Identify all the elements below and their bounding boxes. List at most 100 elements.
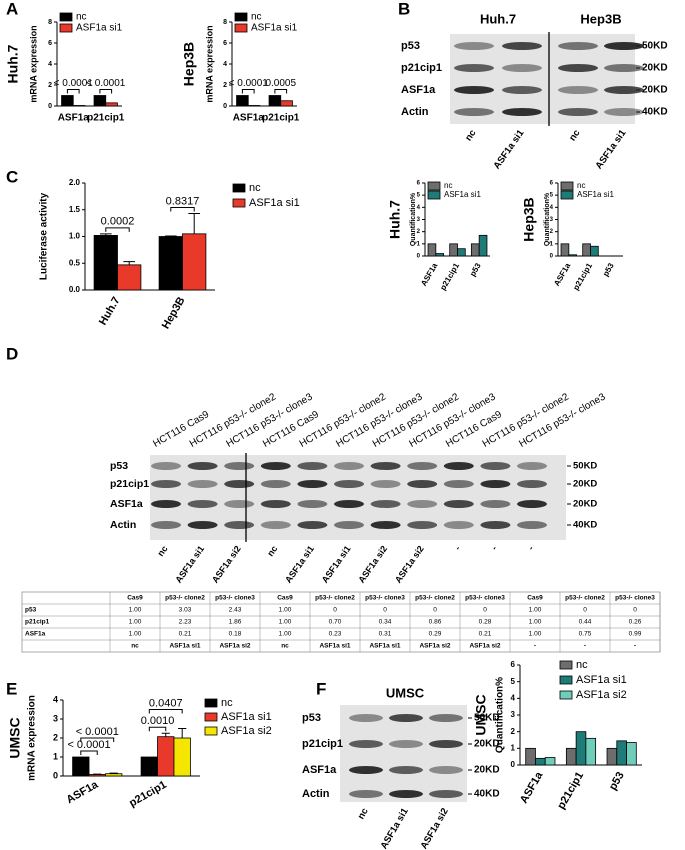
size-marker: 20KD	[642, 85, 668, 96]
table-cell: 0.23	[329, 631, 342, 638]
error-bar	[161, 732, 170, 737]
protein-band	[443, 500, 474, 508]
table-cell: Cas9	[277, 595, 293, 602]
table-cell: 1.86	[229, 619, 242, 626]
size-marker: 40KD	[474, 789, 500, 800]
error-bar	[109, 772, 118, 774]
significance-bracket	[105, 227, 130, 232]
legend-swatch	[234, 12, 248, 22]
protein-band	[224, 462, 255, 470]
table-cell: 0.44	[579, 619, 592, 626]
table-cell: ASF1a si1	[319, 643, 350, 650]
bar	[182, 233, 207, 291]
x-tick-label: ASF1a	[552, 261, 573, 288]
legend-label: ASF1a si1	[577, 190, 614, 199]
protein-band	[429, 790, 463, 798]
size-marker: 20KD	[474, 765, 500, 776]
y-axis-label: Quantification%	[410, 192, 417, 246]
legend-swatch	[560, 190, 574, 200]
bar	[435, 253, 445, 257]
y-tick-label: 6	[550, 181, 554, 187]
table-cell: 0	[433, 607, 437, 614]
bar	[427, 243, 437, 257]
size-marker: 50KD	[642, 41, 668, 52]
x-tick-label: p21cip1	[571, 261, 594, 292]
legend-label: ASF1a si1	[221, 711, 272, 723]
table-cell: 1.00	[279, 607, 292, 614]
error-bar	[188, 212, 201, 234]
significance-bracket	[99, 89, 113, 94]
bar	[585, 737, 597, 766]
bar	[236, 95, 249, 107]
table-cell: ASF1a si2	[219, 643, 250, 650]
lane-label: ASF1a si2	[419, 806, 451, 850]
y-tick-label: 2	[417, 229, 421, 235]
legend-swatch	[427, 190, 441, 200]
y-tick-label: 3	[550, 217, 554, 223]
panel-letter: E	[6, 679, 17, 698]
table-cell: 0	[483, 607, 487, 614]
legend-swatch	[559, 690, 573, 700]
protein-band	[151, 500, 181, 508]
table-cell: 1.00	[129, 631, 142, 638]
lane-label: ASF1a si2	[210, 544, 243, 585]
bar	[93, 235, 118, 291]
x-tick-label: p21cip1	[87, 113, 125, 124]
x-tick-label: Huh.7	[97, 295, 123, 327]
y-tick-label: 6	[48, 40, 52, 47]
y-axis-label: mRNA expression	[28, 25, 38, 102]
y-tick-label: 6	[223, 40, 227, 47]
panel-letter: C	[6, 167, 18, 186]
table-cell: 0.99	[629, 631, 642, 638]
y-tick-label: 0.0	[69, 285, 81, 294]
legend-label: nc	[444, 181, 452, 190]
blot-row-label: p53	[110, 460, 128, 472]
table-cell: 0.70	[329, 619, 342, 626]
y-tick-label: 1	[550, 241, 554, 247]
panel-letter: F	[316, 679, 326, 698]
legend-label: nc	[221, 697, 233, 709]
protein-band	[224, 480, 255, 488]
protein-band	[502, 86, 542, 94]
x-tick-label: ASF1a	[233, 113, 265, 124]
protein-band	[517, 462, 547, 470]
protein-band	[334, 500, 364, 508]
y-tick-label: 0	[48, 103, 52, 110]
bar	[575, 731, 587, 766]
significance-bracket	[148, 709, 183, 714]
y-tick-label: 6	[417, 181, 421, 187]
legend-swatch	[427, 181, 441, 191]
y-tick-label: 2.0	[69, 178, 81, 187]
blot-row-label: Actin	[110, 519, 136, 531]
significance-bracket	[80, 737, 115, 742]
protein-band	[370, 500, 401, 508]
table-cell: p53-/- clone3	[465, 595, 505, 602]
y-tick-label: 8	[223, 19, 227, 26]
x-tick-label: p21cip1	[555, 770, 586, 811]
protein-band	[443, 521, 474, 529]
table-cell: 1.00	[529, 619, 542, 626]
lane-label: ASF1a si1	[173, 544, 206, 585]
y-tick-label: 2	[53, 732, 58, 742]
size-marker: 40KD	[573, 520, 597, 531]
protein-band	[260, 462, 291, 470]
y-tick-label: 2	[511, 727, 516, 736]
table-cell: -	[584, 643, 586, 650]
table-cell: 0	[633, 607, 637, 614]
protein-band	[349, 766, 383, 774]
protein-band	[260, 500, 291, 508]
protein-band	[517, 480, 547, 488]
protein-band	[349, 740, 383, 748]
legend-swatch	[232, 198, 246, 208]
bar	[525, 747, 536, 766]
legend-label: ASF1a si1	[444, 190, 481, 199]
legend-swatch	[559, 675, 573, 685]
size-marker: 40KD	[642, 107, 668, 118]
side-label: UMSC	[7, 717, 23, 758]
x-tick-label: p53	[607, 770, 627, 792]
protein-band	[224, 521, 255, 529]
protein-band	[429, 714, 463, 722]
protein-band	[260, 480, 291, 488]
y-tick-label: 2	[48, 82, 52, 89]
lane-label: ASF1a si1	[491, 127, 526, 171]
